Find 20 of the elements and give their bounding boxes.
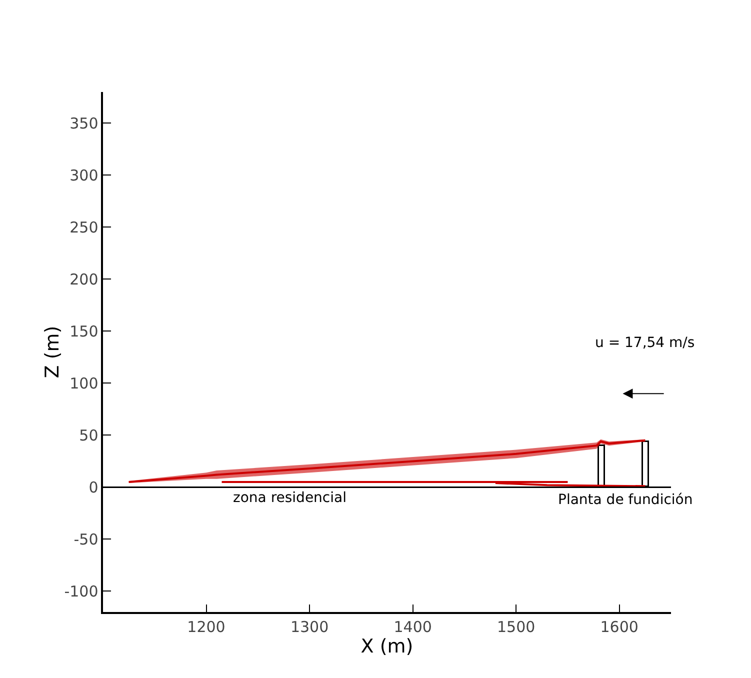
y-tick-label: -100 xyxy=(64,582,98,600)
y-tick-label: 50 xyxy=(79,426,98,444)
annotation: u = 17,54 m/s xyxy=(595,335,695,351)
x-tick-label: 1400 xyxy=(394,618,432,636)
y-tick-label: 100 xyxy=(70,374,98,392)
y-tick-label: 250 xyxy=(70,218,98,236)
annotation: Planta de fundición xyxy=(558,492,693,508)
y-tick-label: -50 xyxy=(74,530,98,548)
x-tick-label: 1500 xyxy=(496,618,536,636)
x-axis-title: X (m) xyxy=(360,636,414,658)
y-tick-label: 200 xyxy=(70,270,98,288)
x-tick-label: 1300 xyxy=(290,618,329,636)
y-tick-label: 350 xyxy=(70,114,98,132)
annotation: zona residencial xyxy=(233,490,346,506)
y-axis-title: Z (m) xyxy=(42,326,64,378)
y-tick-label: 0 xyxy=(88,478,98,496)
y-tick-label: 150 xyxy=(70,322,98,340)
x-tick-label: 1600 xyxy=(600,618,638,636)
x-tick-label: 1200 xyxy=(187,618,226,636)
y-tick-label: 300 xyxy=(70,166,98,184)
